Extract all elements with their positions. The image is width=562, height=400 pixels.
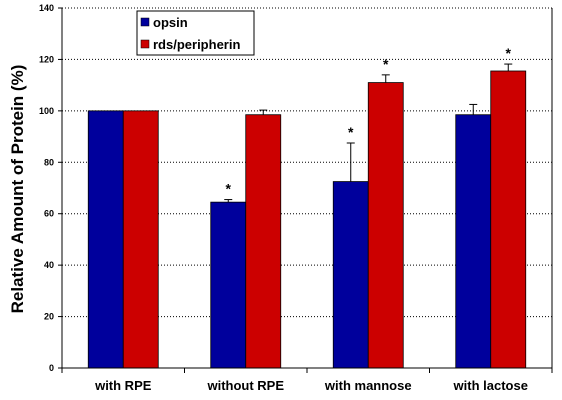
y-axis-title: Relative Amount of Protein (%) xyxy=(8,65,27,314)
bar-opsin-without-rpe xyxy=(210,201,247,369)
bar-rds-peripherin-without-rpe xyxy=(245,114,282,369)
bar-rds-peripherin-with-lactose xyxy=(490,70,527,369)
significance-marker-rds-peripherin-with-mannose: * xyxy=(383,56,389,72)
x-category-labels: with RPE without RPE with mannose with lact… xyxy=(94,378,528,393)
significance-marker-opsin-with-mannose: * xyxy=(348,124,354,140)
y-tick-label: 140 xyxy=(39,3,54,13)
y-tick-labels: 0 20 40 60 80 100 120 140 xyxy=(39,3,54,373)
x-category-label: with RPE xyxy=(94,378,152,393)
significance-marker-rds-peripherin-with-lactose: * xyxy=(506,45,512,61)
legend-label-opsin: opsin xyxy=(153,15,188,30)
y-tick-label: 100 xyxy=(39,106,54,116)
bar-opsin-with-mannose xyxy=(332,181,369,369)
significance-markers: * * * * xyxy=(226,45,512,197)
legend-box xyxy=(136,10,255,56)
y-tick-label: 80 xyxy=(44,157,54,167)
legend-swatch-rds-peripherin xyxy=(140,39,150,49)
significance-marker-opsin-without-rpe: * xyxy=(226,181,232,197)
bars xyxy=(87,70,527,369)
legend-label-rds-peripherin: rds/peripherin xyxy=(153,37,240,52)
x-category-label: with lactose xyxy=(453,378,528,393)
bar-opsin-with-lactose xyxy=(455,114,492,369)
legend-swatch-opsin xyxy=(140,17,150,27)
y-tick-label: 120 xyxy=(39,54,54,64)
bar-opsin-with-rpe xyxy=(87,110,124,369)
y-tick-label: 40 xyxy=(44,260,54,270)
y-tick-label: 20 xyxy=(44,312,54,322)
x-category-label: with mannose xyxy=(324,378,412,393)
error-bars xyxy=(224,63,513,203)
x-category-label: without RPE xyxy=(206,378,284,393)
axes xyxy=(58,7,553,373)
y-tick-label: 0 xyxy=(49,363,54,373)
bar-rds-peripherin-with-rpe xyxy=(122,110,159,369)
legend: opsin rds/peripherin xyxy=(136,10,255,56)
y-tick-label: 60 xyxy=(44,209,54,219)
bar-rds-peripherin-with-mannose xyxy=(367,82,404,369)
